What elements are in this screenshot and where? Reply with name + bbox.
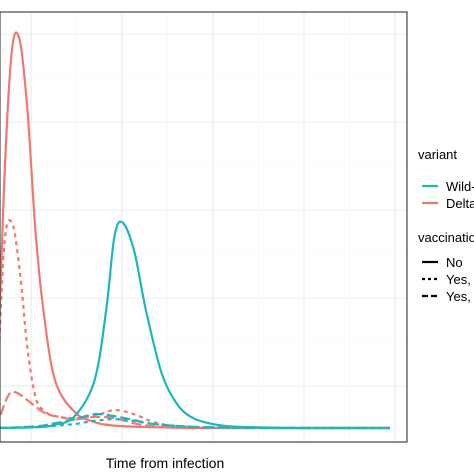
legend-label: Delta	[446, 196, 474, 211]
legend-label: Wild-type	[446, 179, 474, 194]
legend-vaccination-items: No Yes, early Yes, late	[422, 255, 474, 304]
series-lines	[0, 31, 390, 430]
legend-title-variant: variant	[418, 147, 457, 162]
legend: variant Wild-type Delta vaccination No Yes…	[418, 147, 474, 304]
plot-panel	[0, 11, 408, 443]
x-axis-label: Time from infection	[106, 455, 225, 471]
legend-item-wild-type: Wild-type	[422, 179, 474, 194]
plot-border	[0, 11, 408, 443]
legend-item-delta: Delta	[422, 196, 474, 211]
legend-title-vaccination: vaccination	[418, 230, 474, 245]
legend-variant-items: Wild-type Delta	[422, 179, 474, 211]
legend-label: No	[446, 255, 463, 270]
legend-label: Yes, early	[446, 272, 474, 287]
series-line-wild-type-yes-late	[0, 412, 390, 430]
series-line-delta-yes-late	[0, 390, 390, 430]
series-line-wild-type-yes-early	[0, 418, 390, 430]
grid-lines	[0, 12, 407, 442]
plot-background	[0, 12, 407, 442]
legend-label: Yes, late	[446, 289, 474, 304]
legend-item-yes-early: Yes, early	[422, 272, 474, 287]
legend-item-yes-late: Yes, late	[422, 289, 474, 304]
legend-item-no: No	[422, 255, 463, 270]
